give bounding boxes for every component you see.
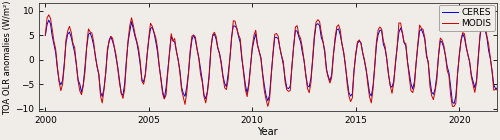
CERES [303, 74, 309, 75]
CERES [328, 74, 334, 76]
MODIS [192, 36, 198, 38]
CERES [42, 35, 48, 36]
MODIS [215, 47, 221, 48]
MODIS [56, 81, 62, 83]
MODIS [239, 57, 245, 59]
Legend: CERES, MODIS: CERES, MODIS [438, 5, 494, 31]
CERES [192, 39, 198, 41]
CERES [496, 65, 500, 66]
CERES [215, 47, 221, 49]
X-axis label: Year: Year [258, 127, 278, 136]
Line: MODIS: MODIS [46, 15, 499, 106]
CERES [56, 80, 62, 82]
MODIS [46, 14, 52, 16]
MODIS [265, 106, 271, 107]
Y-axis label: TOA OLR anomalies (W/m²): TOA OLR anomalies (W/m²) [4, 0, 13, 115]
MODIS [330, 55, 336, 57]
MODIS [496, 69, 500, 71]
MODIS [304, 88, 310, 89]
CERES [239, 59, 245, 61]
CERES [46, 19, 52, 21]
CERES [451, 103, 457, 104]
MODIS [42, 34, 48, 36]
Line: CERES: CERES [46, 20, 499, 103]
